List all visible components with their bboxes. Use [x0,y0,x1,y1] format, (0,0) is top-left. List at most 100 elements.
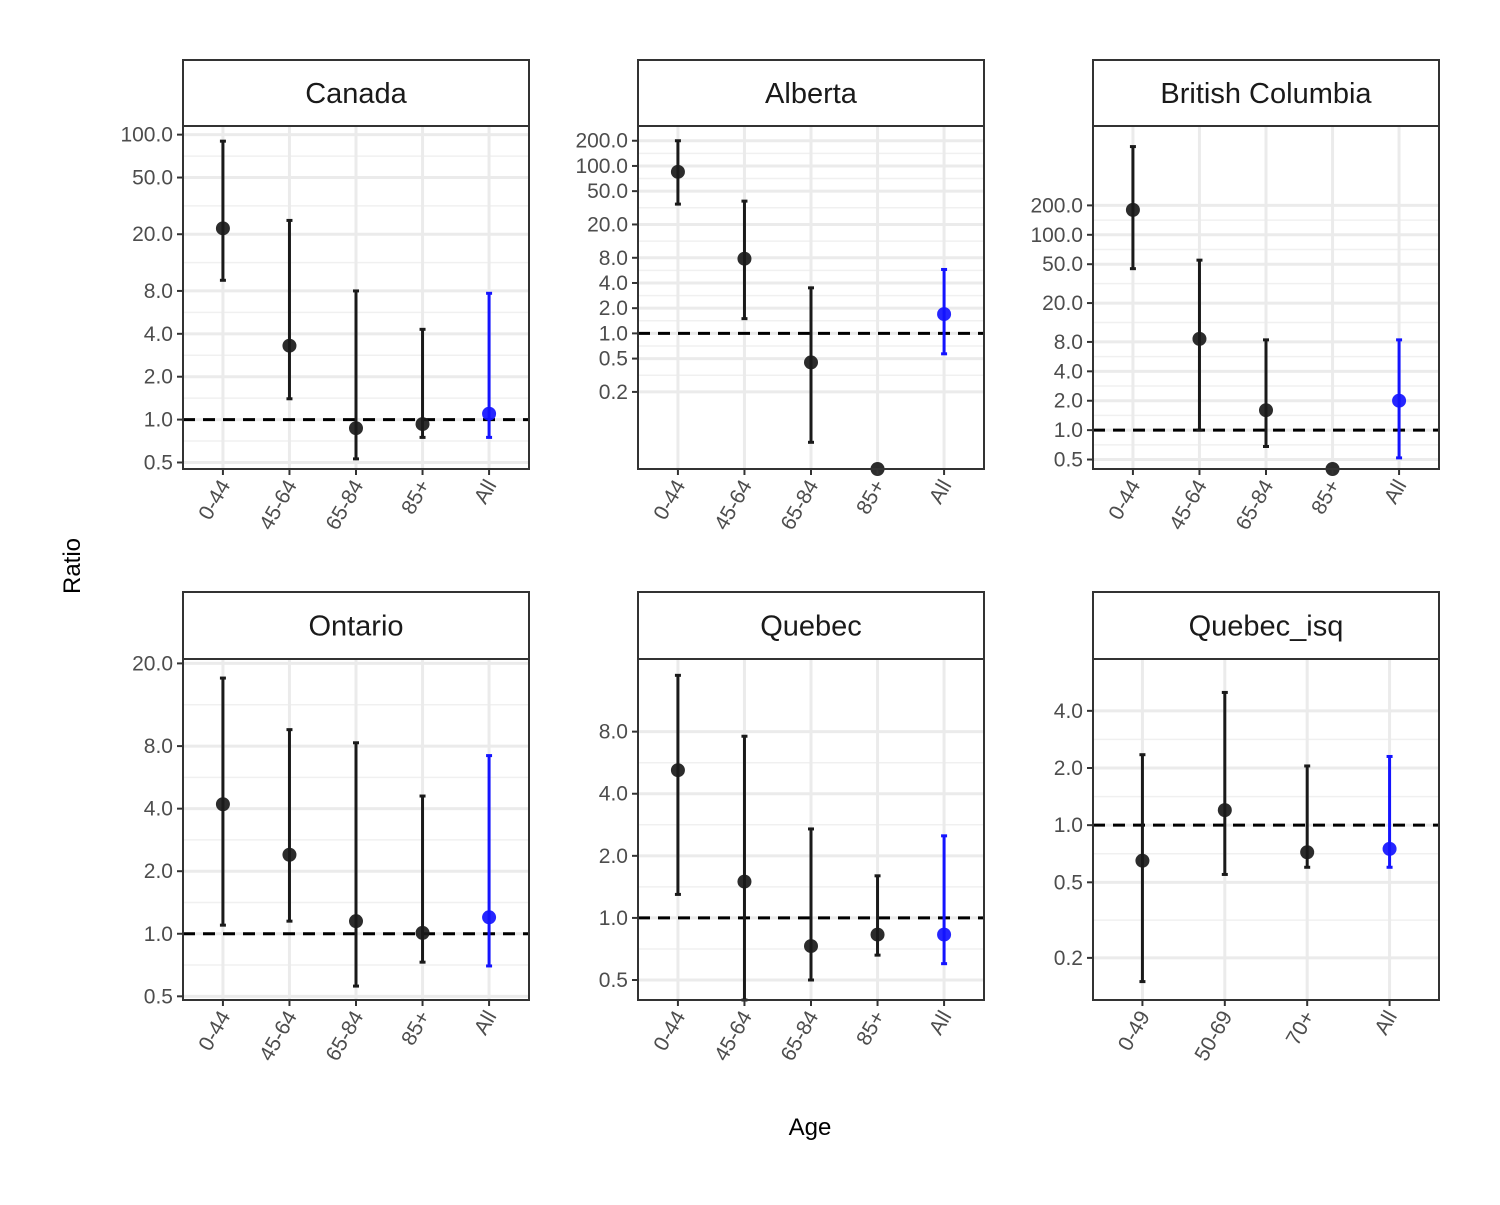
x-tick-label: 65-84 [322,476,369,534]
point-marker [870,927,885,942]
x-tick-label: All [1370,1007,1402,1039]
x-tick-label: 45-64 [710,476,757,534]
point-marker [670,164,685,179]
y-tick-label: 4.0 [599,783,628,806]
point-marker [737,251,752,266]
point-marker [804,939,818,954]
point-marker [282,338,297,353]
y-tick-label: 2.0 [144,366,173,389]
y-tick-label: 1.0 [144,409,173,432]
data-point-0-44 [215,139,230,282]
data-point-all [1392,338,1407,460]
data-point-85- [415,327,430,439]
y-tick-label: 100.0 [575,155,628,178]
facet-title: Ontario [308,611,403,643]
data-point-45-64 [1192,258,1207,432]
data-point-0-44 [670,673,685,896]
y-axis-title: Ratio [59,538,86,594]
y-tick-label: 50.0 [132,167,173,190]
y-tick-label: 4.0 [144,798,173,821]
y-tick-label: 20.0 [1042,292,1083,315]
facet-title: British Columbia [1160,78,1372,110]
data-point-45-64 [282,218,297,401]
y-tick-label: 1.0 [599,322,628,345]
data-point-all [482,291,497,439]
x-tick-label: All [470,476,502,508]
y-tick-label: 4.0 [144,323,173,346]
y-tick-label: 2.0 [144,860,173,883]
data-point-all [1382,754,1397,869]
y-tick-label: 8.0 [599,247,628,270]
data-point-0-49 [1135,753,1150,984]
y-tick-label: 0.5 [144,985,173,1008]
data-point-50-69 [1217,690,1232,876]
x-tick-label: All [470,1007,502,1039]
x-axis-title: Age [789,1114,832,1141]
facet-quebec-isq: Quebec_isq 0.2 0.5 1.0 2.0 4.0 0-49 50-69 70+ All [1054,591,1440,1065]
y-tick-label: 0.2 [599,381,628,404]
facet-strip [637,59,985,127]
point-marker [1392,393,1407,408]
y-tick-label: 20.0 [132,223,173,246]
y-tick-label: 2.0 [599,297,628,320]
point-marker [737,874,752,889]
data-point-65-84 [804,286,818,444]
facet-strip [1092,591,1440,660]
y-tick-label: 200.0 [575,130,628,153]
data-point-45-64 [737,199,752,321]
x-tick-label: 70+ [1282,1007,1320,1049]
x-tick-label: 0-44 [649,1007,690,1055]
data-point-45-64 [282,728,297,923]
x-tick-label: All [1380,476,1412,508]
x-tick-label: 0-44 [1104,476,1145,524]
y-tick-label: 2.0 [1054,390,1083,413]
x-tick-label: 65-84 [777,1007,824,1065]
point-marker [804,355,818,370]
y-tick-label: 0.5 [144,451,173,474]
x-tick-label: 85+ [1307,476,1345,518]
x-tick-label: 85+ [397,1007,435,1049]
y-tick-label: 8.0 [144,735,173,758]
data-point-70- [1300,764,1315,869]
x-tick-label: 65-84 [322,1007,369,1065]
y-tick-label: 100.0 [120,124,173,147]
facet-title: Canada [305,78,407,110]
point-marker [282,847,297,862]
x-tick-label: 85+ [852,1007,890,1049]
data-point-65-84 [349,741,363,988]
point-marker [1192,331,1207,346]
y-tick-label: 1.0 [599,907,628,930]
data-point-65-84 [804,827,818,982]
facet-british-columbia: British Columbia 0.5 1.0 2.0 4.0 8.0 20.0 50.0 1… [1030,59,1440,534]
y-tick-label: 4.0 [1054,360,1083,383]
y-tick-label: 50.0 [587,180,628,203]
x-tick-label: 85+ [852,476,890,518]
data-point-all [937,834,952,966]
facet-canada: Canada 0.5 1.0 2.0 4.0 8.0 20.0 50.0 100.0 0-44 45… [120,59,530,534]
point-marker [415,925,430,940]
point-marker [1382,841,1397,856]
data-point-0-44 [1125,145,1140,271]
y-tick-label: 1.0 [144,923,173,946]
point-marker [1125,202,1140,217]
facet-title: Quebec_isq [1189,611,1344,643]
x-tick-label: 65-84 [1232,476,1279,534]
y-tick-label: 4.0 [599,272,628,295]
y-tick-label: 8.0 [1054,331,1083,354]
panel-background [1093,659,1439,1000]
x-tick-label: 50-69 [1190,1007,1237,1065]
point-marker [1300,845,1315,860]
y-tick-label: 20.0 [587,213,628,236]
facet-title: Quebec [760,611,862,643]
point-marker [1259,403,1273,418]
y-tick-label: 2.0 [599,845,628,868]
x-tick-label: All [925,476,957,508]
x-tick-label: 45-64 [255,1007,302,1065]
y-tick-label: 8.0 [144,280,173,303]
data-point-all [937,267,952,356]
x-tick-label: 45-64 [255,476,302,534]
facet-strip [637,591,985,660]
y-tick-label: 50.0 [1042,253,1083,276]
y-tick-label: 1.0 [1054,419,1083,442]
